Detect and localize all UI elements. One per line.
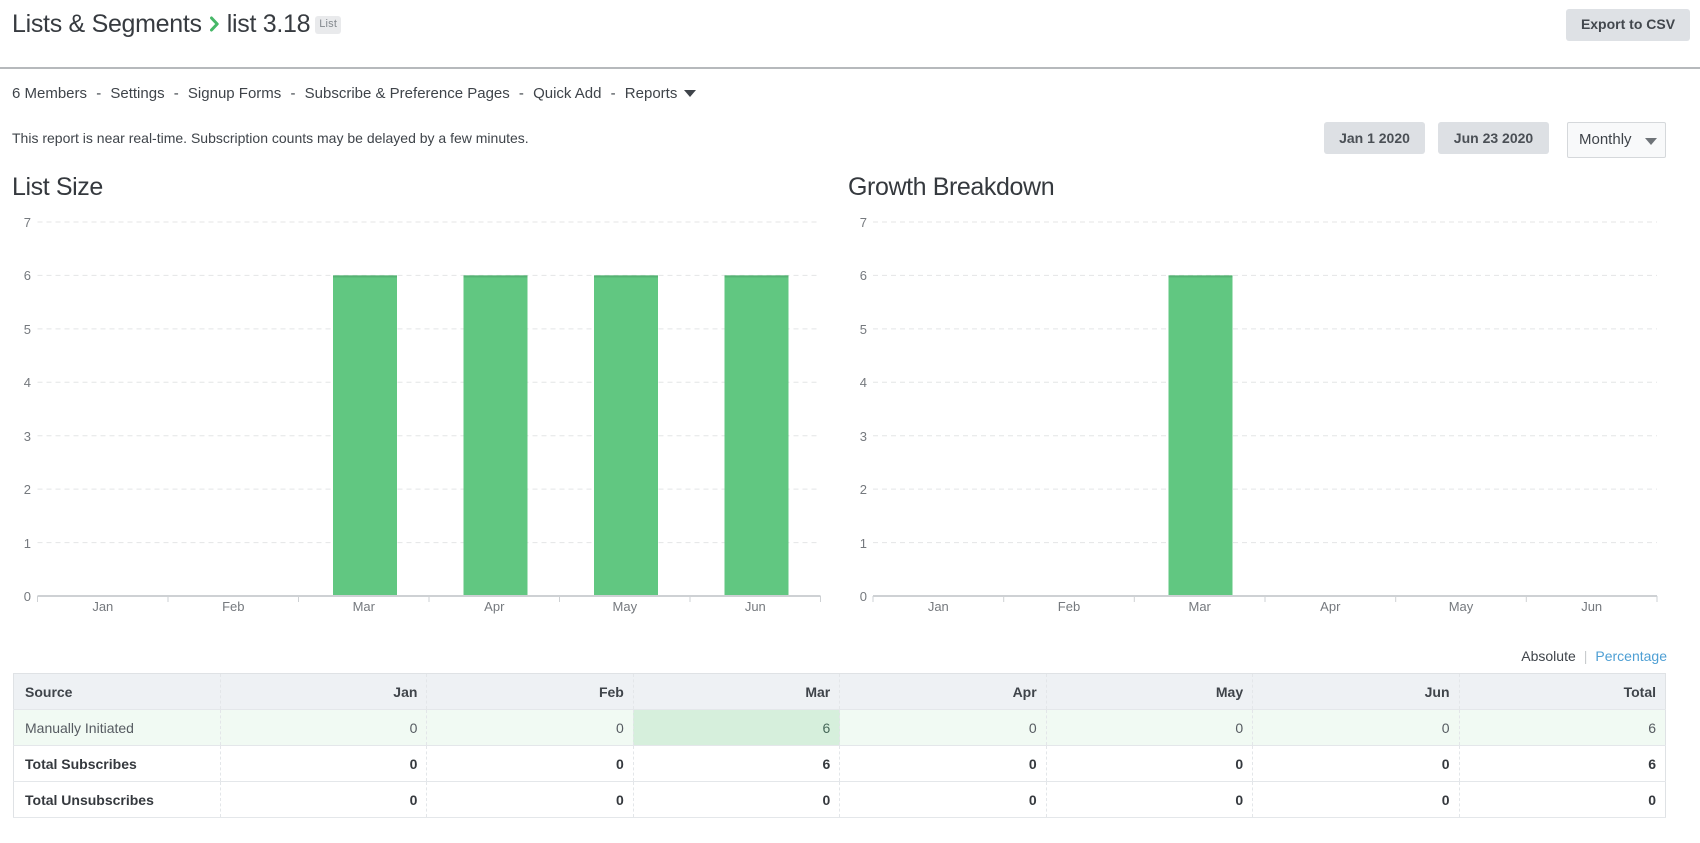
svg-text:0: 0 [860, 589, 867, 604]
svg-text:Mar: Mar [353, 599, 376, 614]
svg-text:Feb: Feb [222, 599, 244, 614]
svg-text:3: 3 [24, 429, 31, 444]
svg-text:2: 2 [860, 482, 867, 497]
svg-text:Jun: Jun [745, 599, 766, 614]
svg-text:5: 5 [860, 322, 867, 337]
svg-text:May: May [613, 599, 638, 614]
svg-text:7: 7 [24, 215, 31, 230]
svg-text:3: 3 [860, 429, 867, 444]
svg-text:0: 0 [24, 589, 31, 604]
svg-text:Feb: Feb [1058, 599, 1080, 614]
svg-text:May: May [1449, 599, 1474, 614]
svg-text:4: 4 [24, 375, 31, 390]
svg-text:4: 4 [860, 375, 867, 390]
svg-text:Apr: Apr [484, 599, 505, 614]
svg-text:6: 6 [24, 268, 31, 283]
svg-text:2: 2 [24, 482, 31, 497]
svg-text:Jun: Jun [1581, 599, 1602, 614]
svg-text:1: 1 [24, 536, 31, 551]
svg-text:1: 1 [860, 536, 867, 551]
svg-text:7: 7 [860, 215, 867, 230]
svg-text:Jan: Jan [928, 599, 949, 614]
svg-text:6: 6 [860, 268, 867, 283]
svg-text:Jan: Jan [92, 599, 113, 614]
svg-text:Apr: Apr [1320, 599, 1341, 614]
svg-text:Mar: Mar [1189, 599, 1212, 614]
svg-text:5: 5 [24, 322, 31, 337]
